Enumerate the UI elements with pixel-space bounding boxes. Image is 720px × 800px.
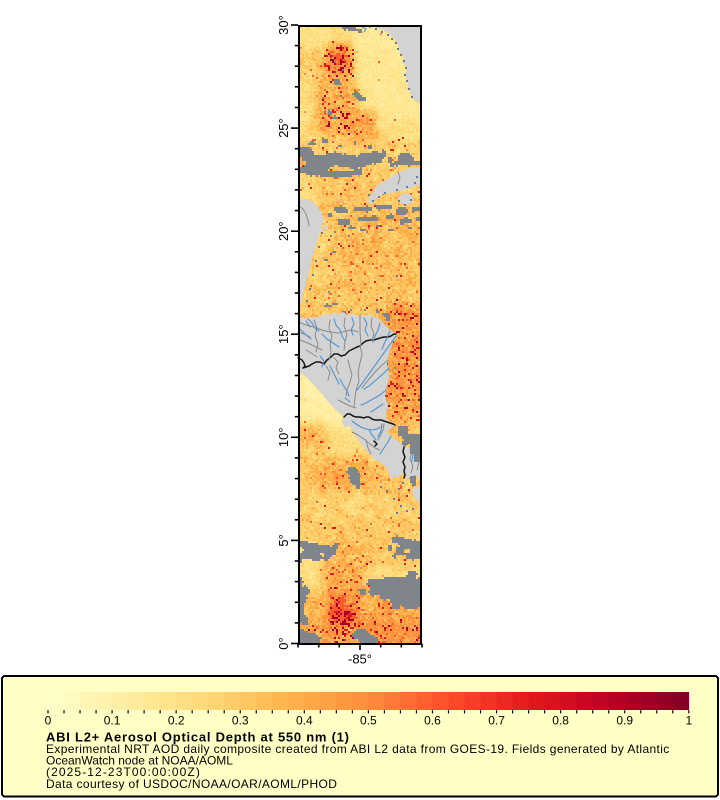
svg-text:0: 0: [45, 714, 52, 728]
svg-text:1: 1: [685, 714, 692, 728]
svg-text:5°: 5°: [276, 534, 291, 546]
svg-text:15°: 15°: [276, 324, 291, 344]
svg-text:0°: 0°: [276, 637, 291, 649]
svg-text:0.7: 0.7: [488, 714, 505, 728]
svg-text:0.5: 0.5: [360, 714, 377, 728]
svg-text:25°: 25°: [276, 118, 291, 138]
svg-text:0.4: 0.4: [296, 714, 313, 728]
svg-text:OceanWatch node at NOAA/AOML: OceanWatch node at NOAA/AOML: [46, 754, 233, 768]
svg-text:0.9: 0.9: [616, 714, 633, 728]
svg-text:20°: 20°: [276, 221, 291, 241]
svg-text:Experimental NRT AOD daily com: Experimental NRT AOD daily composite cre…: [46, 742, 670, 756]
svg-text:0.8: 0.8: [552, 714, 569, 728]
svg-text:10°: 10°: [276, 427, 291, 447]
svg-text:0.6: 0.6: [424, 714, 441, 728]
svg-text:ABI L2+ Aerosol Optical Depth: ABI L2+ Aerosol Optical Depth at 550 nm …: [46, 729, 350, 744]
svg-text:Data courtesy of USDOC/NOAA/OA: Data courtesy of USDOC/NOAA/OAR/AOML/PHO…: [46, 777, 337, 791]
svg-text:-85°: -85°: [348, 652, 372, 667]
svg-text:30°: 30°: [276, 15, 291, 35]
svg-text:0.2: 0.2: [168, 714, 185, 728]
svg-text:0.3: 0.3: [232, 714, 249, 728]
svg-text:(2025-12-23T00:00:00Z): (2025-12-23T00:00:00Z): [46, 765, 201, 779]
svg-text:0.1: 0.1: [104, 714, 121, 728]
